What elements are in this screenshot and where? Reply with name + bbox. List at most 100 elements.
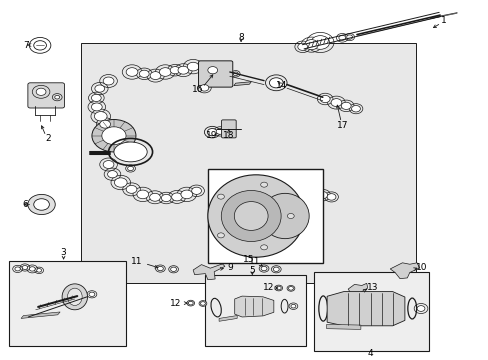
Text: 16: 16 xyxy=(191,85,203,94)
Text: 8: 8 xyxy=(238,33,244,42)
Ellipse shape xyxy=(114,142,147,162)
Circle shape xyxy=(217,233,224,238)
Ellipse shape xyxy=(346,35,352,39)
Ellipse shape xyxy=(188,301,193,305)
Ellipse shape xyxy=(280,203,286,208)
Polygon shape xyxy=(326,292,404,326)
Circle shape xyxy=(102,127,126,145)
Ellipse shape xyxy=(89,292,95,297)
Ellipse shape xyxy=(114,178,127,187)
Ellipse shape xyxy=(199,301,206,306)
Ellipse shape xyxy=(341,102,350,109)
Ellipse shape xyxy=(67,288,82,305)
Text: 14: 14 xyxy=(275,81,286,90)
Ellipse shape xyxy=(157,266,163,271)
Ellipse shape xyxy=(288,287,293,290)
Ellipse shape xyxy=(170,67,180,74)
Ellipse shape xyxy=(221,190,281,242)
Circle shape xyxy=(287,213,294,219)
Ellipse shape xyxy=(100,120,110,128)
Ellipse shape xyxy=(290,304,295,308)
Polygon shape xyxy=(347,283,367,296)
Ellipse shape xyxy=(310,36,329,49)
Ellipse shape xyxy=(168,266,178,273)
Bar xyxy=(9,261,126,346)
FancyBboxPatch shape xyxy=(198,61,232,87)
Ellipse shape xyxy=(91,94,101,102)
Ellipse shape xyxy=(37,269,41,272)
Ellipse shape xyxy=(28,194,55,215)
Text: 11: 11 xyxy=(248,257,260,266)
FancyBboxPatch shape xyxy=(221,120,236,138)
Ellipse shape xyxy=(200,302,205,305)
Ellipse shape xyxy=(62,284,87,310)
Ellipse shape xyxy=(187,62,199,71)
Circle shape xyxy=(260,245,267,250)
Text: 18: 18 xyxy=(223,130,234,139)
FancyBboxPatch shape xyxy=(28,83,64,108)
Ellipse shape xyxy=(261,266,266,271)
Ellipse shape xyxy=(137,190,148,199)
Ellipse shape xyxy=(186,300,194,306)
Bar xyxy=(314,272,428,351)
Text: 10: 10 xyxy=(415,264,427,272)
Ellipse shape xyxy=(149,193,160,201)
Bar xyxy=(205,275,305,346)
Ellipse shape xyxy=(207,67,217,74)
Ellipse shape xyxy=(216,129,224,134)
Text: 13: 13 xyxy=(366,284,378,292)
Text: 5: 5 xyxy=(249,266,255,275)
Text: 12: 12 xyxy=(263,284,274,292)
Ellipse shape xyxy=(103,161,114,168)
Ellipse shape xyxy=(55,95,60,99)
Ellipse shape xyxy=(286,285,294,291)
Ellipse shape xyxy=(234,202,267,230)
Text: 12: 12 xyxy=(170,299,182,307)
Ellipse shape xyxy=(326,194,335,200)
Ellipse shape xyxy=(161,194,171,202)
Ellipse shape xyxy=(126,68,138,76)
Ellipse shape xyxy=(207,129,217,136)
Ellipse shape xyxy=(34,41,46,50)
Ellipse shape xyxy=(181,190,192,199)
Ellipse shape xyxy=(320,95,329,103)
Ellipse shape xyxy=(304,40,318,50)
Ellipse shape xyxy=(155,265,165,272)
Ellipse shape xyxy=(297,43,307,50)
Text: 7: 7 xyxy=(23,40,29,49)
Ellipse shape xyxy=(127,166,133,171)
Ellipse shape xyxy=(416,306,424,311)
Polygon shape xyxy=(389,263,419,279)
Polygon shape xyxy=(193,264,224,280)
Text: 4: 4 xyxy=(366,349,372,358)
Ellipse shape xyxy=(261,193,308,239)
Ellipse shape xyxy=(317,192,327,199)
Ellipse shape xyxy=(15,267,20,271)
Ellipse shape xyxy=(178,66,188,74)
Ellipse shape xyxy=(22,266,27,269)
Ellipse shape xyxy=(330,99,341,107)
Ellipse shape xyxy=(207,175,304,257)
Ellipse shape xyxy=(29,267,35,271)
Ellipse shape xyxy=(103,77,114,85)
Ellipse shape xyxy=(36,88,46,95)
Ellipse shape xyxy=(171,193,182,201)
Ellipse shape xyxy=(276,286,281,290)
Ellipse shape xyxy=(338,35,345,40)
Bar xyxy=(207,169,322,263)
Ellipse shape xyxy=(298,188,307,195)
Ellipse shape xyxy=(307,190,318,198)
Polygon shape xyxy=(219,315,237,321)
Ellipse shape xyxy=(271,266,281,273)
Ellipse shape xyxy=(150,72,161,80)
Bar xyxy=(81,43,415,283)
Ellipse shape xyxy=(139,70,149,77)
Polygon shape xyxy=(233,82,251,86)
Ellipse shape xyxy=(273,267,279,271)
Circle shape xyxy=(217,194,224,199)
Circle shape xyxy=(260,182,267,187)
Ellipse shape xyxy=(91,103,102,111)
Polygon shape xyxy=(326,324,360,329)
Text: 6: 6 xyxy=(22,200,28,209)
Ellipse shape xyxy=(351,105,360,112)
